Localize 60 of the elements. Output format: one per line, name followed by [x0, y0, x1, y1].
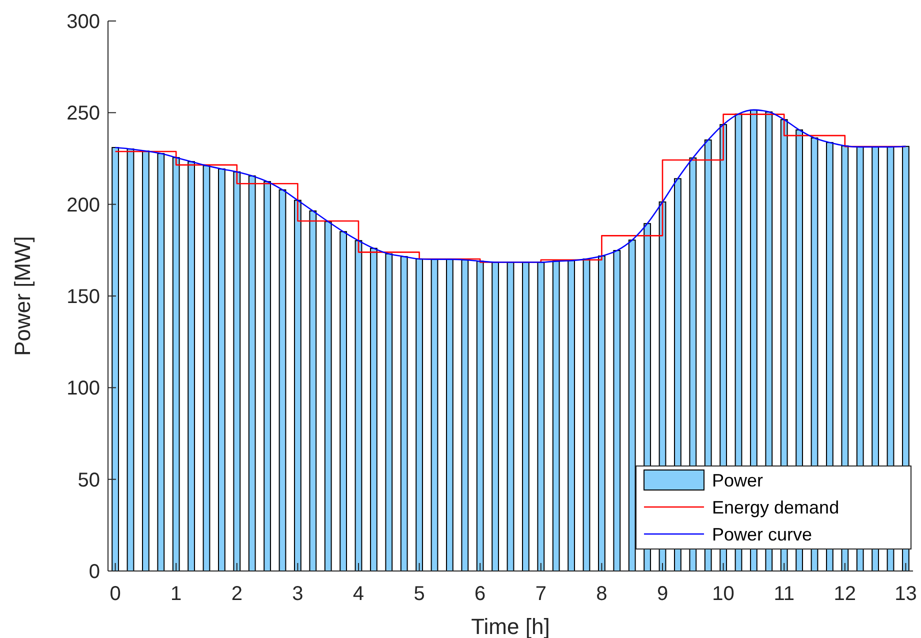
bar [613, 250, 621, 572]
bar [492, 262, 499, 572]
x-tick-label: 5 [414, 583, 425, 605]
bar [598, 256, 606, 572]
y-tick-label: 300 [66, 11, 100, 33]
x-tick-label: 2 [231, 583, 242, 605]
bar [354, 240, 362, 572]
bar [416, 258, 423, 572]
bar [340, 231, 347, 572]
x-tick-label: 11 [774, 583, 794, 605]
bar [218, 168, 226, 572]
x-tick-label: 0 [110, 583, 121, 605]
bar [370, 248, 378, 572]
bar [142, 150, 150, 572]
legend-label: Energy demand [712, 497, 840, 518]
bar [628, 240, 636, 572]
x-tick-label: 1 [170, 583, 182, 605]
y-axis-title: Power [MW] [10, 236, 35, 356]
bar [278, 189, 286, 572]
y-tick-label: 0 [88, 561, 100, 583]
bar [126, 148, 134, 572]
y-tick-label: 150 [66, 286, 100, 308]
x-tick-label: 4 [352, 583, 364, 605]
bar [400, 256, 408, 572]
bar [264, 181, 271, 572]
x-tick-label: 12 [834, 583, 856, 605]
bar [309, 210, 317, 572]
bar [112, 147, 119, 572]
y-tick-label: 250 [66, 102, 100, 125]
bar [233, 171, 241, 572]
bar [324, 221, 332, 572]
bar [172, 157, 180, 572]
bar [430, 258, 438, 572]
bar [582, 258, 590, 572]
bar [188, 161, 195, 572]
x-tick-label: 9 [656, 583, 668, 605]
bar [461, 259, 469, 572]
legend-label: Power curve [712, 524, 812, 544]
x-tick-label: 6 [474, 583, 486, 605]
bar [248, 175, 256, 572]
x-tick-label: 8 [596, 583, 608, 605]
y-tick-label: 100 [66, 378, 100, 400]
bar [385, 253, 393, 572]
bar [157, 153, 165, 572]
bar [294, 200, 302, 572]
x-tick-label: 13 [894, 583, 917, 605]
bar [568, 260, 575, 572]
x-tick-label: 7 [535, 583, 546, 605]
y-tick-label: 50 [78, 469, 100, 492]
bar [476, 260, 484, 572]
bar [446, 258, 454, 572]
legend-label: Power [712, 470, 764, 490]
y-tick-label: 200 [66, 194, 100, 216]
bar [552, 260, 560, 572]
bar [202, 165, 210, 572]
bar [537, 262, 545, 572]
bar [522, 262, 530, 572]
x-tick-label: 10 [712, 583, 734, 605]
bar [506, 262, 514, 572]
x-tick-label: 3 [292, 583, 304, 605]
